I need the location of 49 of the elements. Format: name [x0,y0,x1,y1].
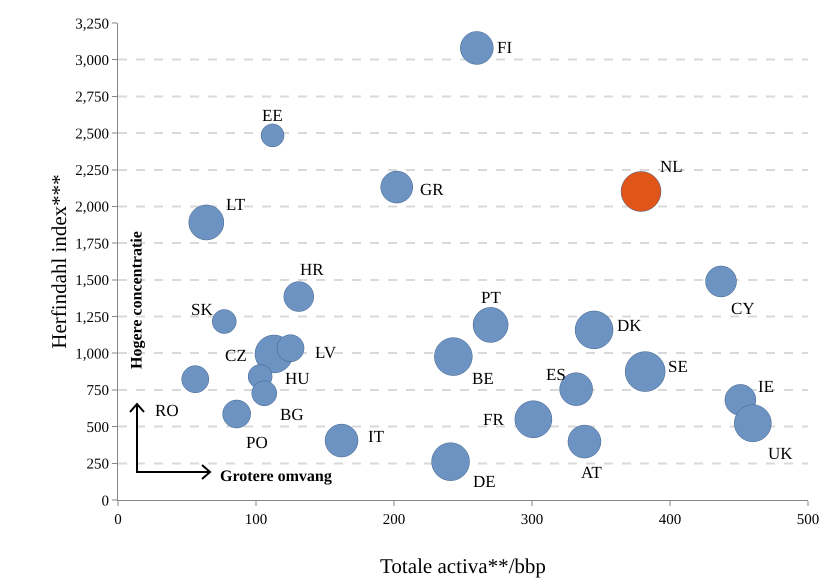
annotation: IE [758,377,774,396]
annotation: PO [246,433,268,452]
annotation: UK [768,444,794,463]
y-tick-label: 1,750 [75,236,109,252]
annotation: RO [155,401,179,420]
annotation: Grotere omvang [220,468,332,485]
y-tick-label: 1,000 [75,346,109,362]
annotation: Hogere concentratie [128,231,146,369]
annotation: LV [315,343,337,362]
annotation: HR [300,260,324,279]
y-tick-label: 250 [86,456,109,473]
y-tick-label: 1,250 [75,310,109,326]
y-tick-label: 750 [86,383,109,400]
annotation: DK [617,316,642,335]
annotation: HU [285,369,310,388]
annotation: FR [483,410,504,429]
annotation: SE [668,357,688,376]
annotation: SK [191,300,214,319]
annotation: CZ [225,346,247,365]
y-tick-label: 0 [102,493,109,510]
x-tick-label: 300 [520,512,544,528]
annotation: GR [420,180,444,199]
y-tick-label: 1,500 [75,273,109,290]
annotation: CY [731,299,755,318]
annotation: AT [581,463,602,482]
x-tick-label: 100 [244,512,268,528]
x-tick-label: 400 [658,512,682,528]
y-tick-label: 2,000 [75,200,109,216]
x-axis-title: Totale activa**/bbp [380,554,546,578]
y-tick-label: 3,250 [75,16,109,32]
y-tick-label: 3,000 [75,52,109,69]
annotation: FI [497,38,512,57]
annotation: DE [473,472,496,491]
annotation: LT [226,195,246,214]
annotation: NL [660,157,683,176]
x-tick-label: 0 [114,512,122,528]
annotation: EE [262,106,283,125]
annotation: ES [546,365,566,384]
y-tick-label: 2,250 [75,163,109,180]
annotation: BE [472,369,494,388]
y-tick-label: 500 [86,420,109,436]
y-axis-title: Herfindahl index*** [47,174,71,349]
y-tick-label: 2,500 [75,126,109,142]
annotation: IT [368,427,385,446]
y-tick-label: 2,750 [75,90,109,106]
annotation: PT [481,288,502,307]
x-tick-label: 500 [796,512,820,528]
x-tick-label: 200 [382,512,406,528]
annotation: BG [280,405,304,424]
